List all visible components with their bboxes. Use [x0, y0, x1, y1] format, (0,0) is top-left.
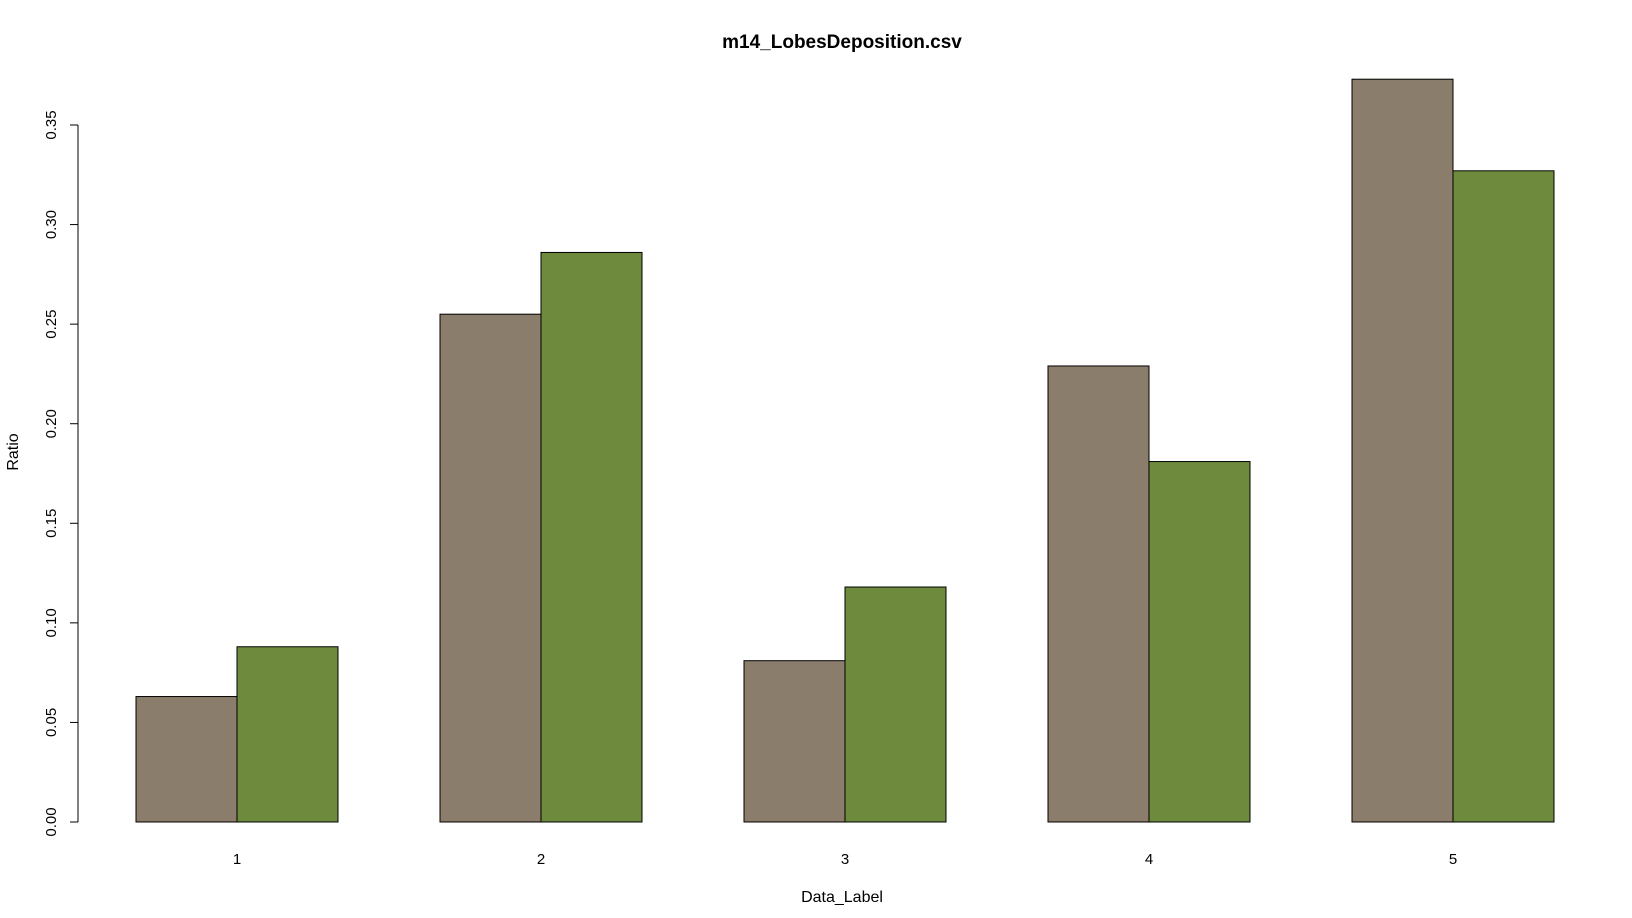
x-tick-label: 5	[1449, 851, 1457, 868]
y-axis: 0.00 0.05 0.10 0.15 0.20 0.25 0.30 0.35	[43, 110, 79, 837]
x-tick-label: 3	[841, 851, 849, 868]
y-axis-label: Ratio	[5, 433, 22, 470]
x-tick-label: 4	[1145, 851, 1153, 868]
bar-1-series-2	[236, 646, 339, 823]
bar-4-series-1	[1047, 365, 1150, 823]
y-tick-label: 0.15	[43, 509, 60, 538]
bar-3-series-1	[743, 660, 846, 823]
x-axis-label: Data_Label	[801, 889, 883, 906]
bar-2-series-2	[540, 251, 643, 823]
bar-4-series-2	[1148, 461, 1251, 823]
y-tick-label: 0.10	[43, 608, 60, 637]
x-tick-label: 2	[537, 851, 545, 868]
bar-5-series-1	[1351, 78, 1454, 823]
x-tick-label: 1	[233, 851, 241, 868]
y-tick-label: 0.35	[43, 110, 60, 139]
bars-group	[135, 78, 1555, 823]
bar-2-series-1	[439, 313, 542, 823]
y-tick-label: 0.20	[43, 409, 60, 438]
chart-title: m14_LobesDeposition.csv	[722, 32, 962, 53]
bar-3-series-2	[844, 586, 947, 823]
y-tick-label: 0.00	[43, 807, 60, 836]
y-tick-label: 0.30	[43, 210, 60, 239]
bar-1-series-1	[135, 696, 238, 823]
bar-5-series-2	[1452, 170, 1555, 823]
x-tick-labels: 1 2 3 4 5	[233, 851, 1457, 868]
y-tick-label: 0.05	[43, 708, 60, 737]
y-tick-label: 0.25	[43, 310, 60, 339]
